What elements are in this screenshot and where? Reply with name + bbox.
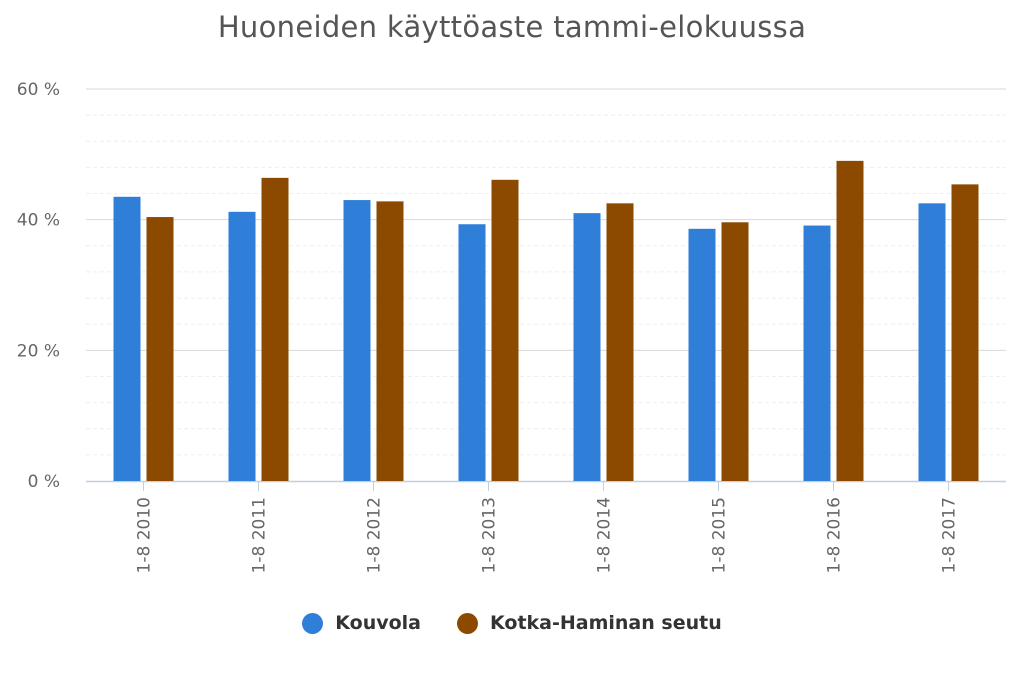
y-tick-label: 60 % bbox=[17, 80, 60, 100]
legend-swatch-kotka-hamina bbox=[457, 612, 478, 634]
bar-kouvola-5 bbox=[688, 228, 716, 481]
y-tick-label: 40 % bbox=[17, 211, 60, 231]
x-tick-label: 1-8 2016 bbox=[825, 497, 845, 573]
bar-kotka-hamina-6 bbox=[836, 160, 864, 481]
bar-kouvola-2 bbox=[343, 200, 371, 482]
bar-kotka-hamina-7 bbox=[951, 184, 979, 482]
x-tick-label: 1-8 2013 bbox=[480, 497, 500, 573]
x-tick-label: 1-8 2012 bbox=[365, 497, 385, 573]
x-tick-label: 1-8 2014 bbox=[595, 497, 615, 573]
legend: Kouvola Kotka-Haminan seutu bbox=[0, 612, 1024, 634]
x-tick-label: 1-8 2010 bbox=[135, 497, 155, 573]
legend-label-kotka-hamina: Kotka-Haminan seutu bbox=[490, 612, 722, 634]
bar-kouvola-4 bbox=[573, 213, 601, 481]
bar-kotka-hamina-3 bbox=[491, 179, 519, 481]
y-tick-label: 20 % bbox=[17, 341, 60, 361]
bar-kouvola-3 bbox=[458, 224, 486, 482]
legend-label-kouvola: Kouvola bbox=[335, 612, 421, 634]
bar-kouvola-0 bbox=[113, 196, 141, 482]
bar-kouvola-1 bbox=[228, 211, 256, 481]
x-tick-label: 1-8 2011 bbox=[250, 497, 270, 573]
bar-kotka-hamina-2 bbox=[376, 201, 404, 481]
bar-kotka-hamina-5 bbox=[721, 222, 749, 481]
legend-item-kouvola[interactable]: Kouvola bbox=[302, 612, 421, 634]
x-tick-label: 1-8 2017 bbox=[940, 497, 960, 573]
legend-item-kotka-hamina[interactable]: Kotka-Haminan seutu bbox=[457, 612, 722, 634]
legend-swatch-kouvola bbox=[302, 612, 324, 634]
x-tick-label: 1-8 2015 bbox=[710, 497, 730, 573]
chart-title: Huoneiden käyttöaste tammi-elokuussa bbox=[217, 10, 807, 44]
y-tick-label: 0 % bbox=[28, 472, 60, 492]
bar-kotka-hamina-4 bbox=[606, 203, 634, 482]
bar-kotka-hamina-0 bbox=[146, 217, 174, 481]
bar-kouvola-6 bbox=[803, 225, 831, 481]
bar-kouvola-7 bbox=[918, 203, 946, 482]
bar-kotka-hamina-1 bbox=[261, 177, 289, 481]
